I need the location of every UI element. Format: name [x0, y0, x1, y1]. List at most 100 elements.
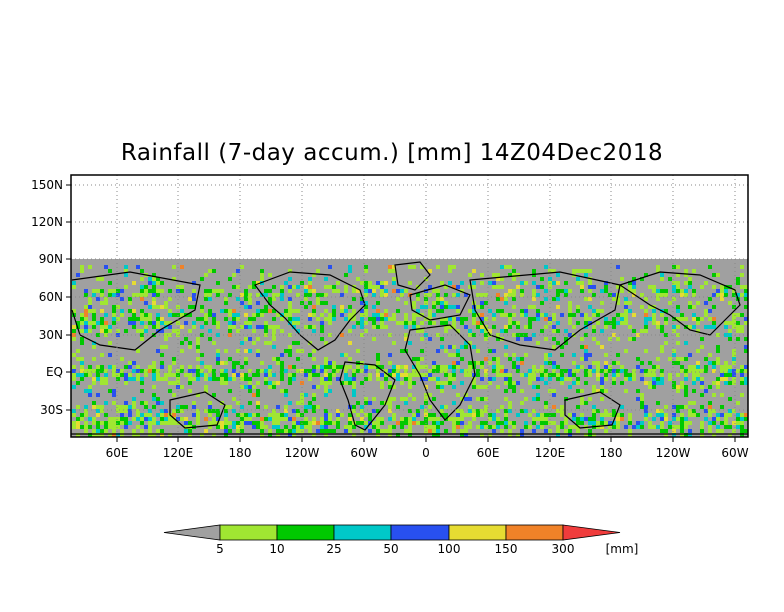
rain-cell: [484, 425, 488, 429]
rain-cell: [700, 381, 704, 385]
rain-cell: [164, 337, 168, 341]
rain-cell: [744, 349, 748, 353]
rain-cell: [460, 429, 464, 433]
rain-cell: [224, 425, 228, 429]
rain-cell: [712, 417, 716, 421]
rain-cell: [344, 353, 348, 357]
rain-cell: [344, 365, 348, 369]
rain-cell: [692, 269, 696, 273]
rain-cell: [400, 321, 404, 325]
rain-cell: [152, 393, 156, 397]
rain-cell: [556, 365, 560, 369]
rain-cell: [400, 293, 404, 297]
rain-cell: [652, 377, 656, 381]
rain-cell: [228, 325, 232, 329]
rain-cell: [332, 289, 336, 293]
rain-cell: [660, 369, 664, 373]
rain-cell: [116, 293, 120, 297]
rain-cell: [376, 425, 380, 429]
rain-cell: [472, 385, 476, 389]
rain-cell: [112, 369, 116, 373]
rain-cell: [72, 333, 76, 337]
rain-cell: [564, 293, 568, 297]
rain-cell: [196, 393, 200, 397]
rain-cell: [120, 289, 124, 293]
rain-cell: [88, 321, 92, 325]
rain-cell: [444, 329, 448, 333]
rain-cell: [156, 277, 160, 281]
rain-cell: [124, 373, 128, 377]
rain-cell: [608, 293, 612, 297]
rain-cell: [440, 405, 444, 409]
rain-cell: [160, 281, 164, 285]
rain-cell: [172, 413, 176, 417]
rain-cell: [180, 309, 184, 313]
rain-cell: [252, 341, 256, 345]
rain-cell: [496, 417, 500, 421]
rain-cell: [252, 313, 256, 317]
rain-cell: [96, 277, 100, 281]
rain-cell: [264, 381, 268, 385]
rain-cell: [724, 365, 728, 369]
rain-cell: [100, 353, 104, 357]
rain-cell: [304, 393, 308, 397]
rain-cell: [504, 293, 508, 297]
rain-cell: [680, 365, 684, 369]
rain-cell: [80, 313, 84, 317]
rain-cell: [680, 405, 684, 409]
rain-cell: [536, 309, 540, 313]
rain-cell: [140, 317, 144, 321]
rain-cell: [132, 293, 136, 297]
rain-cell: [152, 369, 156, 373]
rain-cell: [360, 313, 364, 317]
rain-cell: [696, 317, 700, 321]
rain-cell: [580, 357, 584, 361]
rain-cell: [240, 385, 244, 389]
rain-cell: [580, 337, 584, 341]
rain-cell: [88, 369, 92, 373]
rain-cell: [148, 317, 152, 321]
rain-cell: [420, 265, 424, 269]
rain-cell: [344, 381, 348, 385]
rain-cell: [260, 417, 264, 421]
rain-cell: [152, 289, 156, 293]
rain-cell: [352, 385, 356, 389]
rain-cell: [704, 281, 708, 285]
rain-cell: [692, 389, 696, 393]
rain-cell: [688, 305, 692, 309]
rain-cell: [628, 417, 632, 421]
rain-cell: [560, 313, 564, 317]
rain-cell: [88, 265, 92, 269]
rain-cell: [648, 317, 652, 321]
rain-cell: [716, 385, 720, 389]
rain-cell: [576, 281, 580, 285]
rain-cell: [588, 321, 592, 325]
rain-cell: [216, 409, 220, 413]
rain-cell: [372, 421, 376, 425]
rain-cell: [744, 429, 748, 433]
rain-cell: [492, 377, 496, 381]
rain-cell: [320, 321, 324, 325]
rain-cell: [568, 425, 572, 429]
rain-cell: [408, 429, 412, 433]
rain-cell: [644, 369, 648, 373]
rain-cell: [376, 285, 380, 289]
lat-label: 120N: [31, 215, 63, 229]
rain-cell: [496, 421, 500, 425]
rain-cell: [572, 369, 576, 373]
rain-cell: [656, 425, 660, 429]
rain-cell: [520, 409, 524, 413]
rain-cell: [648, 305, 652, 309]
rain-cell: [624, 313, 628, 317]
rain-cell: [616, 337, 620, 341]
rain-cell: [208, 421, 212, 425]
rain-cell: [100, 377, 104, 381]
rain-cell: [308, 293, 312, 297]
rain-cell: [208, 269, 212, 273]
rain-cell: [364, 365, 368, 369]
rain-cell: [212, 421, 216, 425]
rain-cell: [692, 313, 696, 317]
rain-cell: [428, 313, 432, 317]
rain-cell: [316, 421, 320, 425]
rain-cell: [736, 277, 740, 281]
